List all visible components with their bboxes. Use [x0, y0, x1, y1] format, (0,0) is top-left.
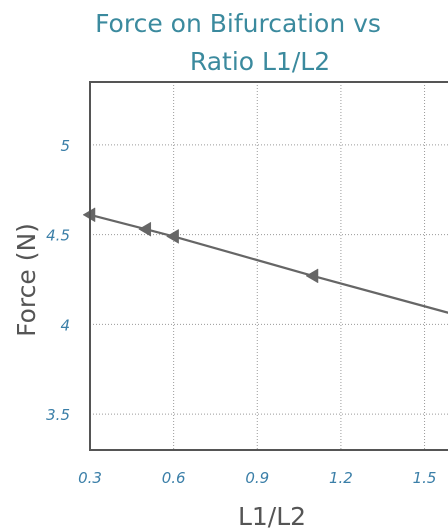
x-tick-labels: 0.3 0.6 0.9 1.2 1.5 — [78, 469, 436, 487]
x-axis-label: L1/L2 — [238, 502, 306, 531]
series-layer — [82, 207, 448, 314]
series-0-point-2 — [166, 228, 179, 244]
chart-title-line-2: Ratio L1/L2 — [190, 47, 330, 76]
x-tick-label-3: 1.2 — [329, 469, 353, 487]
grid-lines — [89, 82, 448, 450]
y-tick-label-0: 3.5 — [46, 406, 70, 424]
y-tick-label-1: 4 — [60, 316, 70, 334]
y-tick-label-3: 5 — [60, 137, 70, 155]
plot-frame — [89, 81, 448, 451]
x-tick-label-4: 1.5 — [413, 469, 437, 487]
y-axis-label: Force (N) — [12, 223, 41, 337]
y-tick-label-2: 4.5 — [46, 227, 70, 245]
chart-title-line-1: Force on Bifurcation vs — [95, 9, 381, 38]
x-tick-label-0: 0.3 — [78, 469, 102, 487]
y-tick-labels: 3.5 4 4.5 5 — [46, 137, 70, 424]
x-tick-label-2: 0.9 — [245, 469, 269, 487]
x-tick-label-1: 0.6 — [162, 469, 186, 487]
series-0-point-3 — [305, 268, 319, 284]
series-0-point-1 — [138, 221, 152, 237]
